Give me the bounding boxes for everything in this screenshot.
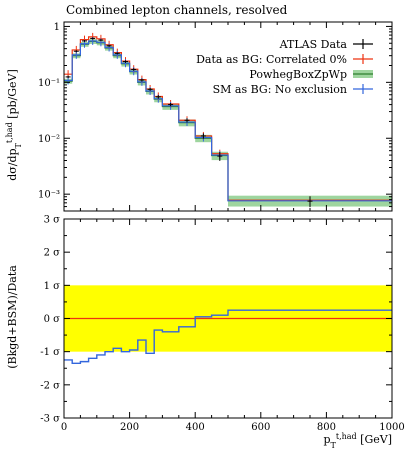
main-y-tick-label: 10⁻² — [38, 134, 60, 145]
x-tick-label: 400 — [186, 422, 205, 433]
main-y-tick-label: 10⁻³ — [38, 190, 60, 201]
ratio-y-tick-label: -3 σ — [40, 414, 60, 425]
ratio-y-tick-label: -2 σ — [40, 380, 60, 391]
main-y-tick-label: 10⁻¹ — [38, 78, 60, 89]
legend-label: Data as BG: Correlated 0% — [196, 53, 347, 66]
main-y-tick-label: 1 — [54, 22, 60, 33]
main-ylabel: dσ/dpTt,had [pb/GeV] — [5, 69, 23, 181]
ratio-y-tick-label: 1 σ — [44, 281, 61, 292]
main-panel: 1 10⁻¹ 10⁻² 10⁻³ ATLAS Data Data as BG: Corr… — [5, 21, 393, 212]
chart-title: Combined lepton channels, resolved — [66, 3, 288, 17]
legend: ATLAS Data Data as BG: Correlated 0% Powhe… — [196, 38, 373, 96]
ratio-y-tick-label: 3 σ — [44, 215, 61, 226]
ratio-y-tick-label: -1 σ — [40, 347, 60, 358]
x-tick-label: 200 — [120, 422, 139, 433]
x-tick-label: 1000 — [379, 422, 404, 433]
ratio-panel: 3 σ 2 σ 1 σ 0 σ -1 σ -2 σ -3 σ 0 200 400 600 800 10… — [6, 215, 405, 450]
x-tick-label: 600 — [251, 422, 270, 433]
x-tick-label: 800 — [317, 422, 336, 433]
ratio-step-line — [64, 309, 392, 364]
ratio-ylabel: (Bkgd+BSM)/Data — [6, 265, 19, 369]
legend-label: ATLAS Data — [279, 38, 348, 51]
ratio-y-tick-label: 2 σ — [44, 248, 61, 259]
legend-label: SM as BG: No exclusion — [213, 83, 347, 96]
x-tick-label: 0 — [61, 422, 67, 433]
ratio-y-tick-label: 0 σ — [44, 314, 61, 325]
legend-label: PowhegBoxZpWp — [249, 68, 347, 81]
x-axis-label: pTt,had [GeV] — [323, 432, 392, 450]
